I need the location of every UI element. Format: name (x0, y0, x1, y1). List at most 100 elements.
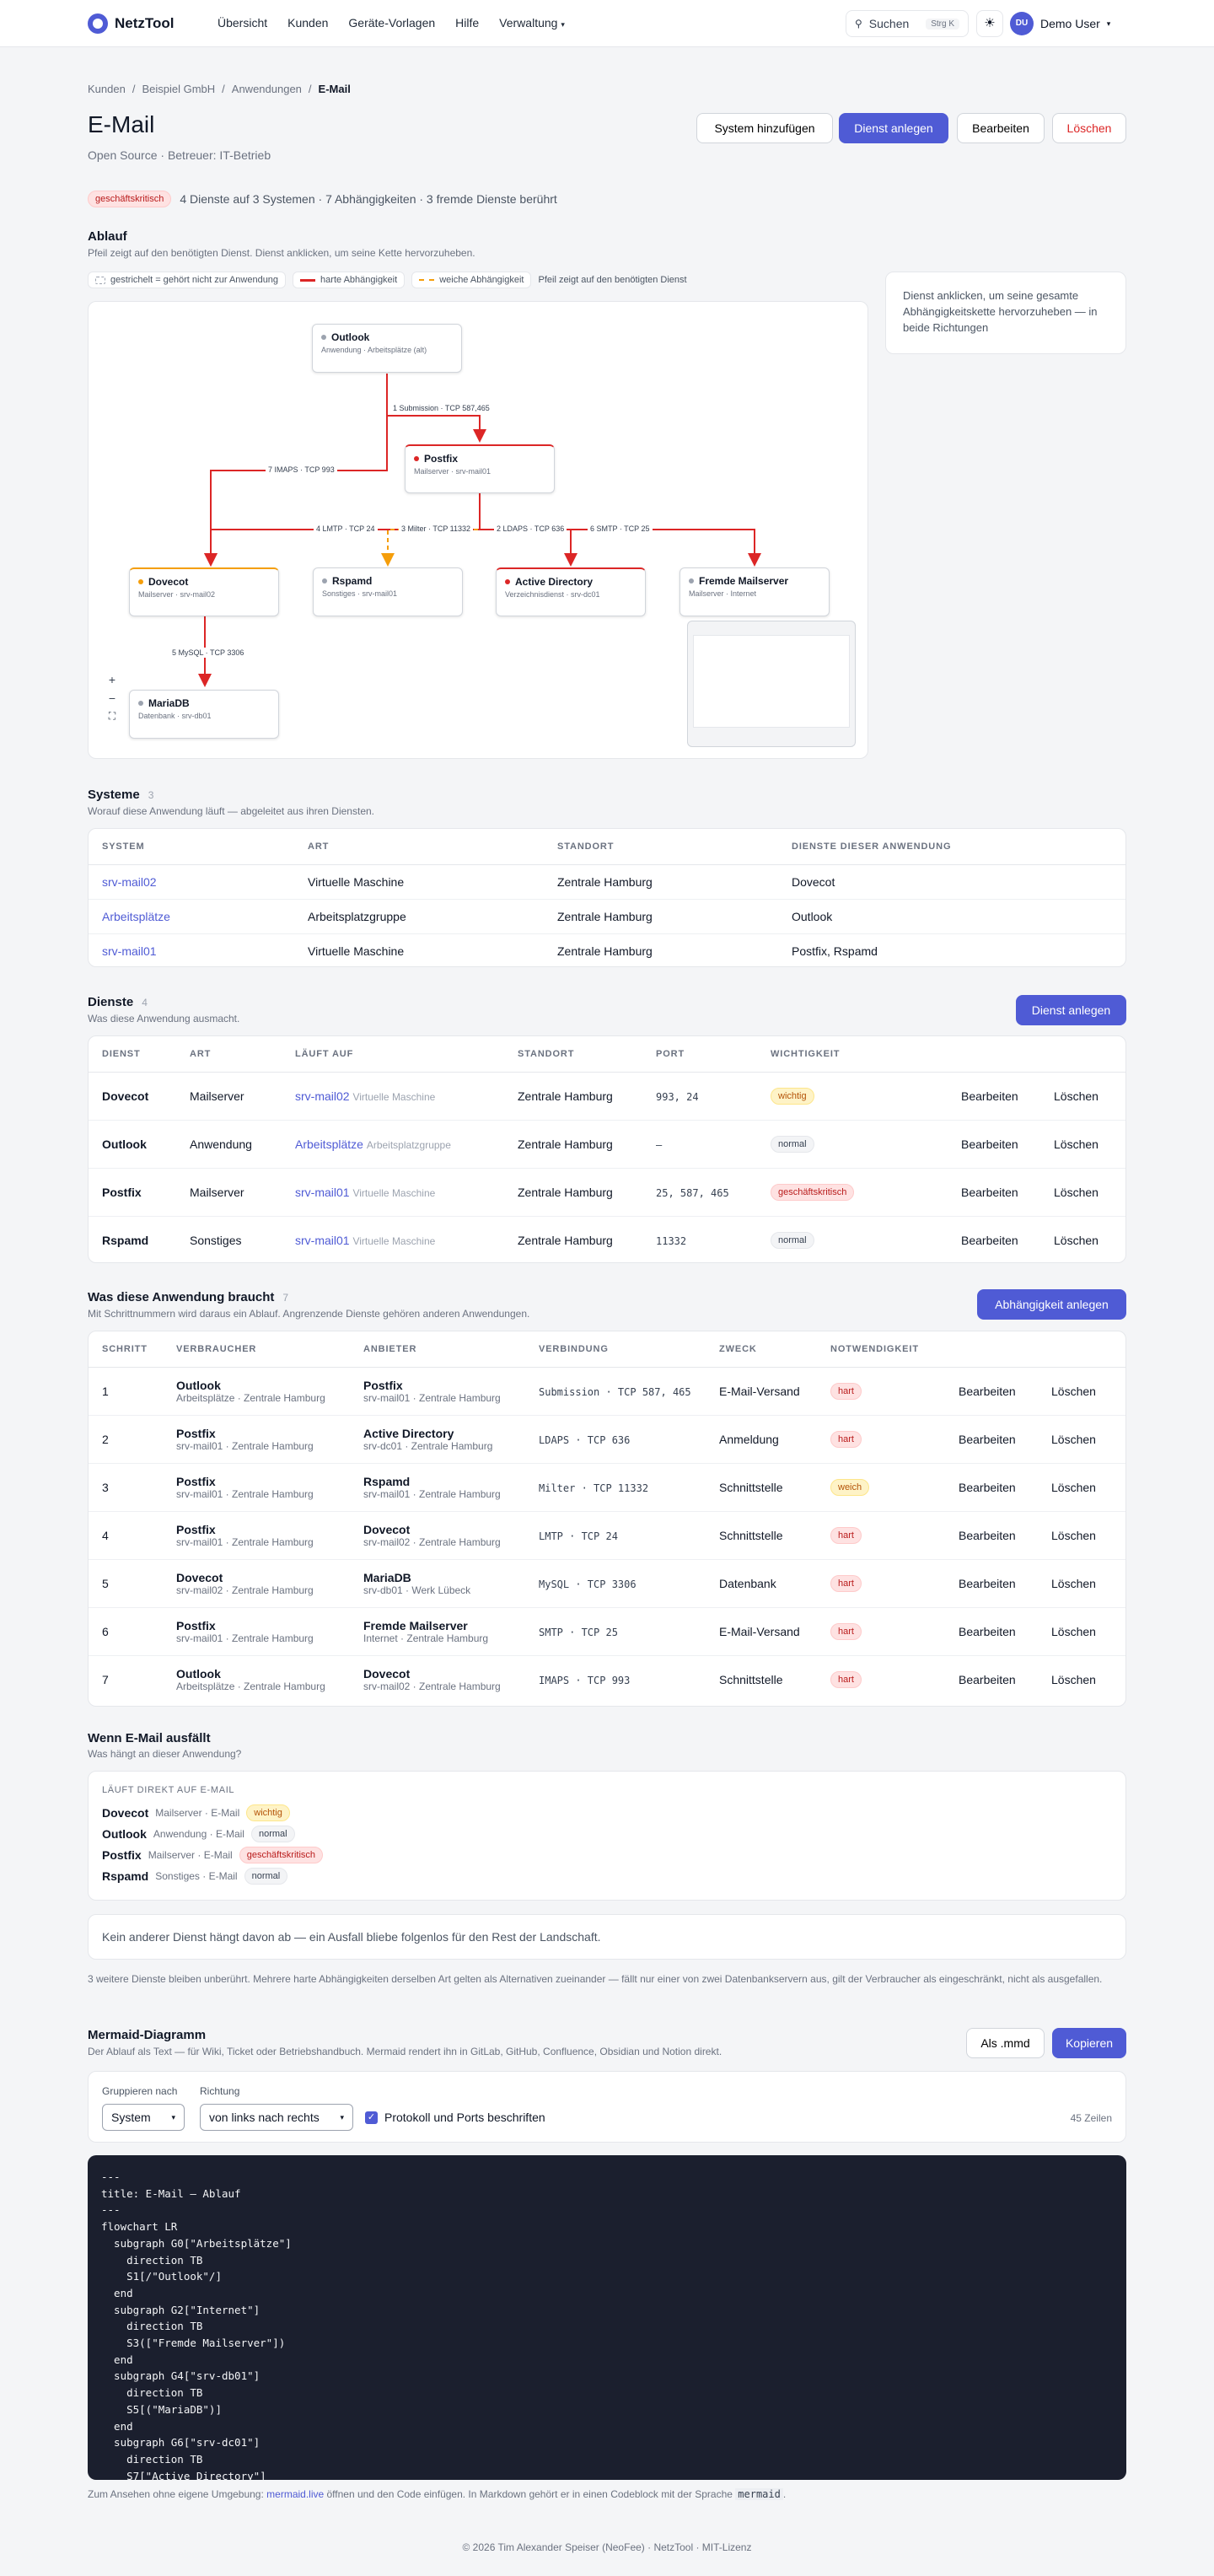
impact-note: 3 weitere Dienste bleiben unberührt. Meh… (88, 1973, 1103, 1985)
impact-title: Wenn E-Mail ausfällt (88, 1731, 211, 1745)
host-link[interactable]: srv-mail01 (295, 1185, 350, 1199)
delete-button[interactable]: Löschen (1040, 1168, 1125, 1217)
edit-button[interactable]: Bearbeiten (945, 1511, 1038, 1560)
node-outlook[interactable]: Outlook Anwendung · Arbeitsplätze (alt) (312, 324, 462, 373)
node-rspamd[interactable]: Rspamd Sonstiges · srv-mail01 (313, 567, 463, 616)
edit-button[interactable]: Bearbeiten (957, 113, 1045, 143)
list-item[interactable]: Rspamd Sonstiges · E-Mail normal (102, 1865, 1112, 1886)
delete-button[interactable]: Löschen (1040, 1072, 1125, 1121)
provider: Active Directory srv-dc01 · Zentrale Hamb… (350, 1415, 525, 1464)
brand-logo[interactable]: NetzTool (88, 13, 175, 34)
system-link[interactable]: srv-mail01 (102, 944, 157, 958)
connection: Submission · TCP 587, 465 (525, 1367, 706, 1416)
nav-customers[interactable]: Kunden (287, 16, 329, 30)
edit-button[interactable]: Bearbeiten (945, 1463, 1038, 1512)
deps-desc: Mit Schrittnummern wird daraus ein Ablau… (88, 1308, 530, 1320)
zoom-out-button[interactable]: − (108, 691, 116, 705)
delete-button[interactable]: Löschen (1054, 1233, 1099, 1247)
table-row: srv-mail02 Virtuelle Maschine Zentrale Ham… (89, 864, 1125, 900)
download-mmd-button[interactable]: Als .mmd (966, 2028, 1045, 2058)
create-service-button-2[interactable]: Dienst anlegen (1016, 995, 1126, 1025)
breadcrumb: Kunden / Beispiel GmbH / Anwendungen / E-Ma… (88, 83, 351, 95)
table-cell: Dovecot (778, 864, 1125, 900)
purpose: Anmeldung (706, 1415, 817, 1464)
edit-button[interactable]: Bearbeiten (948, 1168, 1040, 1217)
impact-sub: Mailserver · E-Mail (155, 1806, 240, 1819)
status-badge: normal (244, 1867, 288, 1885)
crumb-customer[interactable]: Beispiel GmbH (142, 83, 216, 95)
delete-button[interactable]: Löschen (1038, 1559, 1125, 1608)
add-system-button[interactable]: System hinzufügen (696, 113, 833, 143)
node-external-mail[interactable]: Fremde Mailserver Mailserver · Internet (680, 567, 830, 616)
host-link[interactable]: srv-mail01 (295, 1233, 350, 1247)
add-dependency-button[interactable]: Abhängigkeit anlegen (977, 1289, 1126, 1320)
edit-button[interactable]: Bearbeiten (959, 1672, 1016, 1686)
list-item[interactable]: Outlook Anwendung · E-Mail normal (102, 1823, 1112, 1844)
flow-canvas[interactable]: 1 Submission · TCP 587,465 7 IMAPS · TCP… (88, 301, 868, 759)
service-host: srv-mail01 Virtuelle Maschine (282, 1168, 504, 1217)
fit-view-button[interactable]: ⛶ (108, 710, 116, 722)
mermaid-code[interactable]: --- title: E-Mail — Ablauf --- flowchart… (88, 2155, 1126, 2480)
nav-admin[interactable]: Verwaltung ▾ (499, 16, 565, 30)
delete-button[interactable]: Löschen (1040, 1120, 1125, 1169)
system-link[interactable]: srv-mail02 (102, 874, 157, 889)
delete-button[interactable]: Löschen (1051, 1672, 1096, 1686)
status-badge: hart (830, 1574, 862, 1592)
delete-button[interactable]: Löschen (1038, 1511, 1125, 1560)
create-service-button[interactable]: Dienst anlegen (839, 113, 948, 143)
host-link[interactable]: srv-mail02 (295, 1089, 350, 1103)
table-cell: Arbeitsplätze (89, 899, 294, 934)
necessity: hart (817, 1511, 945, 1560)
system-link[interactable]: Arbeitsplätze (102, 909, 170, 923)
nav-help[interactable]: Hilfe (455, 16, 480, 30)
protocol-checkbox[interactable]: ✓ Protokoll und Ports beschriften (365, 2111, 545, 2124)
edit-button[interactable]: Bearbeiten (945, 1415, 1038, 1464)
status-badge: normal (771, 1135, 814, 1153)
status-badge: normal (250, 1825, 295, 1842)
delete-button[interactable]: Löschen (1038, 1463, 1125, 1512)
search-shortcut: Strg K (926, 18, 959, 30)
consumer: Dovecot srv-mail02 · Zentrale Hamburg (163, 1559, 350, 1608)
list-item[interactable]: Postfix Mailserver · E-Mail geschäftskriti… (102, 1844, 1112, 1865)
nav-overview[interactable]: Übersicht (218, 16, 268, 30)
edit-button[interactable]: Bearbeiten (948, 1120, 1040, 1169)
node-active-directory[interactable]: Active Directory Verzeichnisdienst · srv-… (496, 567, 646, 616)
edit-button[interactable]: Bearbeiten (948, 1072, 1040, 1121)
list-item[interactable]: Dovecot Mailserver · E-Mail wichtig (102, 1802, 1112, 1823)
consumer-name: Dovecot (176, 1570, 223, 1584)
edit-button[interactable]: Bearbeiten (961, 1233, 1018, 1247)
status-badge: weich (830, 1478, 870, 1496)
host-link[interactable]: Arbeitsplätze (295, 1137, 363, 1151)
delete-button[interactable]: Löschen (1052, 113, 1126, 143)
search-button[interactable]: ⚲ Suchen Strg K (846, 10, 969, 37)
delete-button[interactable]: Löschen (1038, 1607, 1125, 1656)
copy-button[interactable]: Kopieren (1052, 2028, 1126, 2058)
node-postfix[interactable]: Postfix Mailserver · srv-mail01 (405, 444, 555, 493)
direction-select[interactable]: von links nach rechts ▾ (200, 2104, 353, 2131)
edit-button[interactable]: Bearbeiten (945, 1367, 1038, 1416)
edit-button[interactable]: Bearbeiten (945, 1559, 1038, 1608)
theme-toggle-button[interactable]: ☀ (976, 10, 1003, 37)
edit-button[interactable]: Bearbeiten (945, 1607, 1038, 1656)
user-menu[interactable]: DU Demo User ▾ (1010, 12, 1110, 35)
node-mariadb[interactable]: MariaDB Datenbank · srv-db01 (129, 690, 279, 739)
table-cell: Virtuelle Maschine (294, 864, 544, 900)
delete-button[interactable]: Löschen (1038, 1367, 1125, 1416)
mermaid-live-link[interactable]: mermaid.live (266, 2488, 325, 2500)
zoom-in-button[interactable]: + (108, 673, 116, 686)
nav-device-templates[interactable]: Geräte-Vorlagen (348, 16, 436, 30)
crumb-apps[interactable]: Anwendungen (231, 83, 302, 95)
chevron-down-icon: ▾ (340, 2112, 344, 2122)
table-cell: Zentrale Hamburg (544, 899, 778, 934)
consumer-location: Arbeitsplätze · Zentrale Hamburg (176, 1391, 325, 1404)
minimap[interactable] (687, 621, 856, 747)
node-dovecot[interactable]: Dovecot Mailserver · srv-mail02 (129, 567, 279, 616)
consumer-name: Postfix (176, 1426, 216, 1440)
delete-button[interactable]: Löschen (1038, 1415, 1125, 1464)
status-badge: wichtig (771, 1087, 814, 1105)
table-cell: Zentrale Hamburg (557, 944, 653, 958)
impact-card: LÄUFT DIREKT AUF E-MAIL Dovecot Mailserve… (88, 1771, 1126, 1901)
impact-service: Dovecot (102, 1805, 149, 1820)
group-select[interactable]: System ▾ (102, 2104, 185, 2131)
crumb-customers[interactable]: Kunden (88, 83, 126, 95)
